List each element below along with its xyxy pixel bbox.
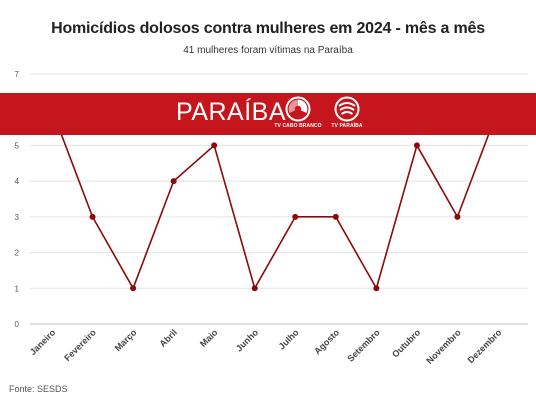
series-group	[51, 109, 499, 292]
x-tick-label: Junho	[234, 327, 261, 354]
x-tick-label: Janeiro	[28, 327, 58, 357]
x-tick-label: Novembro	[424, 327, 463, 366]
chart-subtitle: 41 mulheres foram vítimas na Paraíba	[183, 45, 353, 56]
data-point	[211, 142, 218, 149]
y-tick-label: 4	[15, 177, 20, 186]
x-tick-label: Setembro	[345, 327, 382, 364]
data-point	[292, 213, 299, 220]
x-tick-label: Abril	[157, 327, 179, 349]
data-point	[130, 285, 137, 292]
data-point	[251, 285, 258, 292]
y-tick-label: 5	[15, 141, 20, 150]
data-point	[332, 213, 339, 220]
y-tick-label: 0	[15, 320, 20, 329]
x-tick-label: Maio	[198, 327, 220, 349]
y-tick-label: 1	[15, 284, 20, 293]
brand-name: PARAÍBA	[176, 98, 287, 126]
source-note: Fonte: SESDS	[9, 384, 68, 394]
data-point	[170, 178, 177, 185]
x-tick-label: Dezembro	[466, 327, 504, 365]
x-tick-label: Março	[113, 327, 139, 353]
x-tick-label: Julho	[277, 327, 301, 351]
tv-cabo-branco-logo-icon	[285, 96, 311, 122]
data-point	[89, 213, 96, 220]
tv-paraiba-label: TV PARAÍBA	[331, 123, 363, 129]
x-axis-ticks: Janeiro Fevereiro Março Abril Maio Junho Julho…	[28, 327, 504, 366]
tv-cabo-branco-logo: TV CABO BRANCO	[273, 96, 323, 129]
x-tick-label: Fevereiro	[62, 327, 98, 363]
data-point	[373, 285, 380, 292]
y-tick-label: 2	[15, 249, 20, 258]
brand-banner: PARAÍBA TV CABO BRANCO TV PARAÍBA	[0, 93, 536, 135]
tv-cabo-branco-label: TV CABO BRANCO	[274, 123, 322, 129]
tv-paraiba-logo: TV PARAÍBA	[322, 96, 372, 129]
data-point	[454, 213, 461, 220]
chart-title: Homicídios dolosos contra mulheres em 20…	[51, 20, 485, 37]
data-point	[413, 142, 420, 149]
series-line	[51, 109, 499, 290]
y-tick-label: 3	[15, 213, 20, 222]
x-tick-label: Outubro	[390, 327, 423, 360]
y-tick-label: 7	[15, 70, 20, 79]
tv-paraiba-logo-icon	[334, 96, 360, 122]
x-tick-label: Agosto	[312, 327, 341, 356]
